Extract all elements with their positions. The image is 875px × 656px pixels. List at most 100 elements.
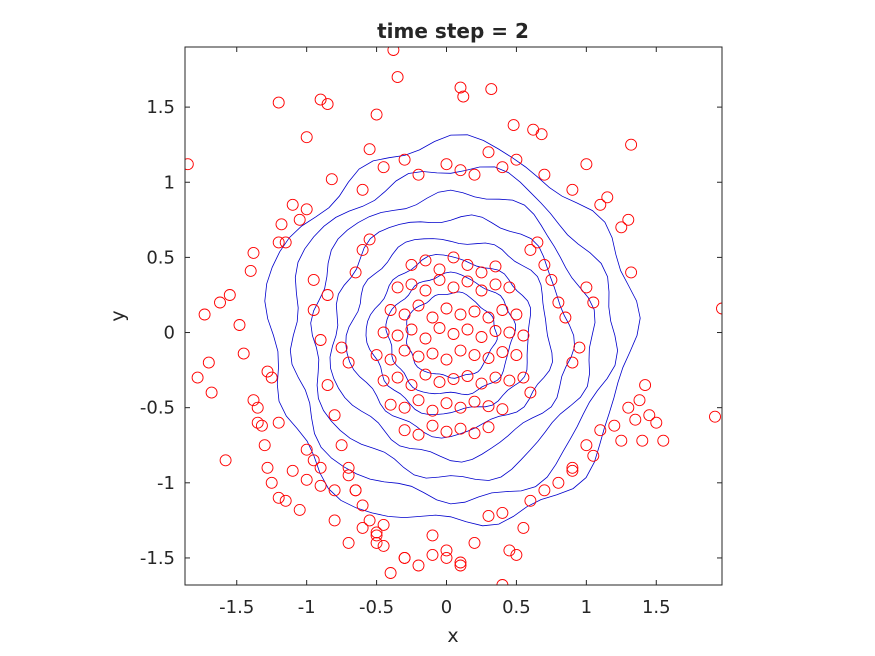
data-point (468, 349, 481, 362)
data-point (447, 373, 460, 386)
data-point (363, 143, 376, 156)
data-point (328, 514, 341, 527)
data-point (580, 281, 593, 294)
data-point (440, 353, 453, 366)
data-point (475, 266, 488, 279)
data-point (426, 347, 439, 360)
data-point (370, 529, 383, 542)
data-point (314, 479, 327, 492)
data-point (391, 71, 404, 84)
data-point (387, 47, 400, 56)
data-point (468, 427, 481, 440)
data-point (426, 404, 439, 417)
data-point (356, 243, 369, 256)
data-point (433, 322, 446, 334)
data-point (517, 521, 530, 534)
data-point (510, 308, 523, 321)
y-tick-label: 0 (164, 323, 175, 344)
data-point (328, 484, 341, 497)
x-tick-label: -0.5 (359, 597, 394, 618)
data-point (510, 548, 523, 561)
data-point (412, 428, 425, 441)
data-point (321, 289, 334, 301)
data-point (580, 158, 593, 171)
y-tick-label: 0.5 (146, 247, 175, 268)
data-point (433, 263, 446, 276)
data-point (538, 258, 551, 271)
data-point (475, 284, 488, 297)
data-point (405, 323, 418, 336)
data-point (440, 425, 453, 438)
data-point (440, 397, 453, 410)
data-point (293, 213, 306, 226)
data-point (398, 344, 411, 357)
x-tick-label: -1 (298, 597, 316, 618)
data-point (622, 401, 635, 414)
data-point (419, 284, 432, 297)
data-point (300, 473, 313, 486)
data-point (566, 183, 579, 196)
data-point (349, 484, 362, 497)
data-point (622, 213, 635, 226)
data-point (440, 544, 453, 557)
data-point (275, 218, 288, 231)
data-point (454, 344, 467, 357)
data-point (489, 278, 502, 291)
data-point (370, 108, 383, 121)
data-point (496, 403, 509, 416)
data-point (405, 379, 418, 392)
data-point (391, 329, 404, 342)
data-point (440, 158, 453, 171)
data-point (356, 183, 369, 196)
data-point (496, 304, 509, 316)
data-point (191, 371, 204, 384)
data-point (286, 464, 299, 477)
data-point (300, 443, 313, 456)
data-point (412, 350, 425, 363)
data-point (384, 304, 397, 316)
data-point (650, 416, 663, 429)
y-tick-label: -1.5 (140, 548, 175, 569)
data-point (566, 461, 579, 474)
data-point (265, 476, 278, 489)
data-point (482, 400, 495, 413)
data-point (405, 278, 418, 291)
data-point (482, 509, 495, 522)
data-point (247, 246, 260, 259)
data-point (342, 461, 355, 474)
data-point (475, 331, 488, 343)
data-point (335, 341, 348, 354)
data-point (342, 356, 355, 369)
data-point (426, 529, 439, 542)
data-point (398, 153, 411, 166)
data-point (510, 349, 523, 362)
data-point (272, 236, 285, 249)
axis-ticks: -1.5 -1 -0.5 0 0.5 1 1.5 -1.5 -1 -0.5 0 0.5 1 1.5 (140, 47, 722, 618)
data-point (447, 281, 460, 294)
data-point (545, 273, 558, 286)
data-point (489, 325, 502, 337)
data-point (233, 319, 246, 331)
data-point (625, 138, 638, 151)
contour-line (264, 134, 641, 527)
data-point (594, 198, 607, 211)
data-point (426, 311, 439, 324)
data-point (391, 281, 404, 294)
data-point (214, 296, 226, 309)
data-point (552, 296, 565, 309)
data-point (643, 409, 656, 422)
data-point (384, 567, 397, 579)
contour-line (365, 254, 531, 415)
data-point (457, 90, 470, 103)
data-point (370, 536, 383, 549)
data-point (496, 506, 509, 519)
data-point (538, 484, 551, 497)
data-point (377, 161, 390, 174)
data-point (716, 302, 722, 315)
data-point (503, 281, 516, 294)
data-point (412, 394, 425, 407)
data-point (615, 434, 628, 447)
data-point (300, 131, 313, 144)
